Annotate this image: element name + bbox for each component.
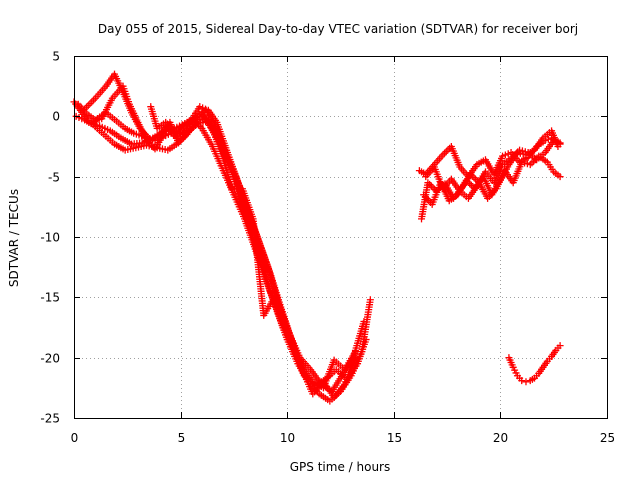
y-tick-label: 0: [52, 110, 60, 124]
data-point: [362, 336, 370, 344]
data-point: [556, 173, 564, 181]
y-tick-label: -15: [40, 291, 60, 305]
data-point-sample: [427, 182, 435, 190]
x-axis-label: GPS time / hours: [290, 460, 391, 474]
y-tick-label: -5: [48, 171, 60, 185]
data-point: [522, 378, 530, 386]
y-tick-label: -20: [40, 352, 60, 366]
data-point-sample: [442, 148, 450, 156]
chart-title: Day 055 of 2015, Sidereal Day-to-day VTE…: [98, 22, 578, 36]
y-tick-label: 5: [52, 50, 60, 64]
series-track-k: [505, 342, 564, 386]
data-point-sample: [444, 146, 452, 154]
data-point: [360, 317, 368, 325]
x-tick-label: 5: [178, 431, 186, 445]
data-point-sample: [441, 149, 449, 157]
x-tick-label: 20: [493, 431, 508, 445]
data-point: [351, 348, 359, 356]
y-axis-label: SDTVAR / TECUs: [7, 189, 21, 287]
data-point: [556, 140, 564, 148]
series-track-d: [81, 70, 359, 392]
series-track-f: [147, 103, 359, 401]
y-tick-label: -25: [40, 412, 60, 426]
data-points: [70, 70, 564, 405]
data-point: [518, 377, 526, 385]
data-point: [351, 354, 359, 362]
x-tick-label: 10: [280, 431, 295, 445]
data-point: [556, 342, 564, 350]
data-point: [366, 296, 374, 304]
y-tick-label: -10: [40, 231, 60, 245]
x-tick-label: 15: [387, 431, 402, 445]
axis-ticks: 0 5 10 15 20 25 -25 -20 -15 -10 -5 0 5: [40, 50, 615, 446]
series-track-j: [422, 136, 564, 202]
x-tick-label: 25: [600, 431, 615, 445]
x-tick-label: 0: [71, 431, 79, 445]
